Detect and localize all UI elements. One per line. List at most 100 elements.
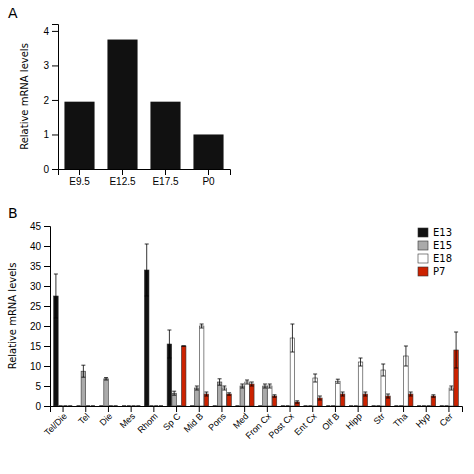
error-bar xyxy=(159,406,163,407)
bar xyxy=(331,406,336,407)
error-line xyxy=(242,384,243,388)
x-tick: Olf B xyxy=(320,406,341,432)
error-cap xyxy=(81,377,85,378)
error-cap xyxy=(122,406,126,407)
bar xyxy=(113,406,118,407)
error-bar xyxy=(195,386,199,390)
error-bar xyxy=(440,406,444,407)
error-cap xyxy=(286,406,290,407)
error-line xyxy=(55,274,56,318)
error-cap xyxy=(59,406,63,407)
error-cap xyxy=(204,396,208,397)
x-tick-label: Olf B xyxy=(320,411,341,432)
error-cap xyxy=(91,406,95,407)
y-tick-label: 10 xyxy=(30,361,42,372)
x-tick-label: Pons xyxy=(206,411,228,433)
error-cap xyxy=(449,386,453,387)
x-axis: Tel/DieTelDieMesRhomSp CMid BPonsMedFron… xyxy=(42,406,462,441)
x-tick-mark xyxy=(403,406,404,412)
error-cap xyxy=(286,406,290,407)
x-tick-mark xyxy=(312,406,313,412)
x-tick: Rhom xyxy=(136,406,160,435)
bar-series xyxy=(64,40,223,169)
x-tick-mark xyxy=(335,406,336,412)
error-bar xyxy=(281,406,285,407)
x-tick-mark xyxy=(208,169,209,175)
error-cap xyxy=(404,346,408,347)
error-cap xyxy=(59,406,63,407)
error-bar xyxy=(250,382,254,386)
error-cap xyxy=(427,406,431,407)
error-cap xyxy=(132,406,136,407)
error-cap xyxy=(354,406,358,407)
x-tick-label: Med xyxy=(231,411,250,430)
y-tick-label: 0 xyxy=(35,401,41,412)
x-tick-label: Tha xyxy=(391,411,409,429)
bar xyxy=(422,406,427,407)
error-bar xyxy=(236,406,240,407)
error-bar xyxy=(132,406,136,407)
bar-series xyxy=(181,346,458,406)
x-tick-mark xyxy=(358,406,359,412)
error-cap xyxy=(376,406,380,407)
y-axis-line xyxy=(44,227,51,407)
x-tick-mark xyxy=(153,406,154,412)
error-bar xyxy=(81,365,85,377)
error-line xyxy=(269,384,270,388)
y-axis-title: Relative mRNA levels xyxy=(7,263,18,370)
error-cap xyxy=(336,383,340,384)
bar xyxy=(363,394,368,406)
error-bars xyxy=(59,365,449,406)
y-tick-label: 15 xyxy=(30,341,42,352)
error-cap xyxy=(218,385,222,386)
error-cap xyxy=(422,406,426,407)
error-line xyxy=(456,332,457,368)
legend-swatch xyxy=(418,254,428,263)
error-line xyxy=(292,324,293,352)
y-tick-mark xyxy=(44,226,50,227)
legend-item: P7 xyxy=(418,266,445,277)
error-line xyxy=(337,379,338,383)
x-tick: Tel xyxy=(76,406,91,426)
y-tick-mark xyxy=(44,326,50,327)
error-line xyxy=(342,392,343,396)
bar xyxy=(285,406,290,407)
bar xyxy=(449,388,454,406)
error-bar xyxy=(63,406,67,407)
y-tick: 0 xyxy=(35,401,50,412)
x-tick-label: Mid B xyxy=(182,411,205,434)
error-bar xyxy=(308,406,312,407)
error-cap xyxy=(440,406,444,407)
error-line xyxy=(83,365,84,377)
y-tick: 15 xyxy=(30,341,50,352)
error-cap xyxy=(190,406,194,407)
x-tick-label: Sp C xyxy=(161,411,183,433)
bar xyxy=(263,386,268,406)
error-bar xyxy=(354,406,358,407)
y-tick-label: 30 xyxy=(30,281,42,292)
y-tick-mark xyxy=(44,246,50,247)
error-bar xyxy=(245,380,249,384)
error-bar xyxy=(222,386,226,390)
error-cap xyxy=(349,406,353,407)
bar xyxy=(267,386,272,406)
error-line xyxy=(387,394,388,398)
bar xyxy=(122,406,127,407)
error-bar xyxy=(427,406,431,407)
x-tick-mark xyxy=(199,406,200,412)
y-tick-label: 0 xyxy=(43,164,49,175)
error-cap xyxy=(114,406,118,407)
error-bar xyxy=(182,346,186,347)
x-tick-label: E12.5 xyxy=(109,176,136,187)
error-cap xyxy=(91,406,95,407)
error-line xyxy=(251,382,252,386)
y-tick-label: 5 xyxy=(35,381,41,392)
error-cap xyxy=(386,398,390,399)
bar xyxy=(109,406,114,407)
error-bar xyxy=(136,406,140,407)
x-axis-line xyxy=(51,407,463,413)
error-cap xyxy=(195,386,199,387)
x-tick-mark xyxy=(122,169,123,175)
error-bars xyxy=(68,332,458,406)
y-tick-mark xyxy=(44,286,50,287)
